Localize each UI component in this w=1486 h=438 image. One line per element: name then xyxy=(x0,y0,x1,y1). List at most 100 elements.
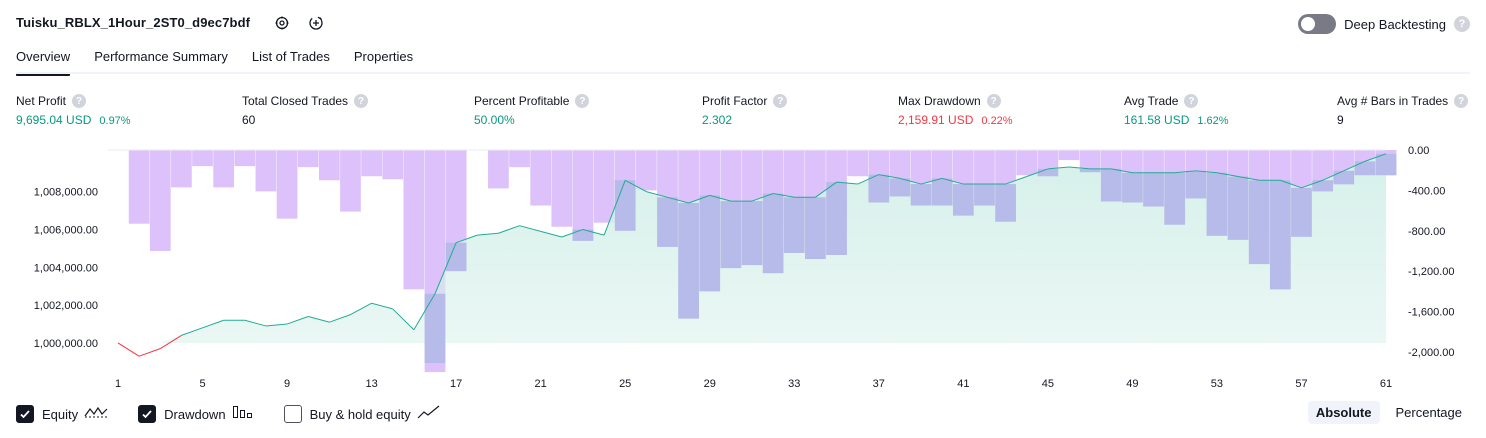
equity-line-segment xyxy=(202,319,224,329)
equity-line-segment xyxy=(477,232,499,236)
help-icon[interactable]: ? xyxy=(72,94,87,108)
equity-checkbox[interactable] xyxy=(16,405,34,423)
left-axis-tick: 1,008,000.00 xyxy=(34,187,98,199)
metric-value: 60 xyxy=(242,113,256,127)
x-axis-tick: 49 xyxy=(1126,378,1138,390)
equity-toggle[interactable]: Equity xyxy=(16,405,108,424)
help-icon[interactable]: ? xyxy=(1454,94,1469,108)
x-axis-tick: 21 xyxy=(535,378,547,390)
drawdown-bar-overlap xyxy=(974,184,995,206)
add-alert-icon[interactable] xyxy=(306,13,326,33)
drawdown-bar[interactable] xyxy=(149,150,171,251)
drawdown-bar[interactable] xyxy=(509,150,530,168)
help-icon[interactable]: ? xyxy=(354,94,369,108)
buy-hold-toggle[interactable]: Buy & hold equity xyxy=(283,405,441,424)
left-axis-tick: 1,000,000.00 xyxy=(34,338,98,350)
drawdown-bar[interactable] xyxy=(297,150,319,168)
drawdown-bar[interactable] xyxy=(530,150,552,206)
drawdown-bar[interactable] xyxy=(128,150,150,224)
tab-properties[interactable]: Properties xyxy=(353,49,414,64)
equity-line-segment xyxy=(815,181,837,198)
help-icon[interactable]: ? xyxy=(575,94,590,108)
metric-value: 9 xyxy=(1337,113,1344,127)
drawdown-bar[interactable] xyxy=(192,150,213,167)
absolute-button[interactable]: Absolute xyxy=(1307,401,1380,424)
drawdown-bar[interactable] xyxy=(635,150,657,191)
left-axis-tick: 1,004,000.00 xyxy=(34,262,98,274)
help-icon[interactable]: ? xyxy=(986,94,1001,108)
x-axis-tick: 1 xyxy=(115,378,121,390)
drawdown-bar[interactable] xyxy=(488,150,509,189)
equity-line-segment xyxy=(646,191,668,198)
right-axis-tick: -2,000.00 xyxy=(1408,347,1454,359)
equity-line-segment xyxy=(308,316,330,323)
drawdown-bar-overlap xyxy=(952,184,974,216)
metric-value: 161.58 USD xyxy=(1124,113,1190,127)
equity-line-segment xyxy=(329,314,351,323)
drawdown-label: Drawdown xyxy=(164,406,226,422)
drawdown-bars-icon xyxy=(232,405,254,424)
drawdown-bar[interactable] xyxy=(213,150,235,188)
help-icon[interactable]: ? xyxy=(1454,16,1470,32)
drawdown-bar[interactable] xyxy=(1016,150,1038,176)
tab-list-of-trades[interactable]: List of Trades xyxy=(251,49,330,64)
equity-line-segment xyxy=(1174,170,1196,174)
metric-label: Total Closed Trades xyxy=(242,94,349,108)
drawdown-toggle[interactable]: Drawdown xyxy=(138,405,253,424)
help-icon[interactable]: ? xyxy=(1184,94,1199,108)
strategy-title: Tuisku_RBLX_1Hour_2ST0_d9ec7bdf xyxy=(16,15,251,30)
equity-drawdown-chart[interactable]: 1,000,000.00 1,002,000.00 1,004,000.00 1,00… xyxy=(0,140,1486,395)
drawdown-checkbox[interactable] xyxy=(138,405,157,423)
help-icon[interactable]: ? xyxy=(773,94,788,108)
tab-performance-summary[interactable]: Performance Summary xyxy=(94,49,228,64)
equity-line-segment xyxy=(920,177,943,185)
drawdown-bar[interactable] xyxy=(572,150,594,241)
drawdown-bar[interactable] xyxy=(382,150,404,180)
drawdown-bar[interactable] xyxy=(1058,150,1080,161)
equity-line-segment xyxy=(1005,176,1027,185)
equity-line-segment xyxy=(350,302,372,316)
drawdown-bar-overlap xyxy=(1164,172,1186,225)
metric-value: 9,695.04 USD xyxy=(16,113,92,127)
x-axis-tick: 37 xyxy=(873,378,885,390)
equity-line-segment xyxy=(688,194,710,204)
equity-line-segment xyxy=(498,225,520,234)
x-axis-tick: 29 xyxy=(704,378,716,390)
equity-line-segment xyxy=(1068,166,1091,170)
drawdown-bar[interactable] xyxy=(361,150,382,177)
equity-line-segment xyxy=(160,334,182,350)
drawdown-bar[interactable] xyxy=(1079,150,1101,173)
metric-percent-profitable: Percent Profitable? 50.00% xyxy=(474,93,590,127)
drawdown-bar[interactable] xyxy=(255,150,277,192)
scale-mode-switch: Absolute Percentage xyxy=(1307,401,1470,424)
left-axis: 1,000,000.00 1,002,000.00 1,004,000.00 1,00… xyxy=(34,187,98,350)
percentage-button[interactable]: Percentage xyxy=(1395,405,1463,420)
buy-hold-label: Buy & hold equity xyxy=(309,406,411,422)
drawdown-bar[interactable] xyxy=(403,150,425,290)
drawdown-bar[interactable] xyxy=(340,150,361,212)
x-axis-tick: 33 xyxy=(788,378,800,390)
x-axis-tick: 17 xyxy=(450,378,462,390)
gear-icon[interactable] xyxy=(272,13,292,33)
drawdown-bar-overlap xyxy=(657,197,678,247)
drawdown-bar-overlap xyxy=(445,242,467,272)
equity-line-segment xyxy=(857,174,880,185)
tab-overview[interactable]: Overview xyxy=(16,46,71,76)
drawdown-bar-overlap xyxy=(1375,153,1397,176)
deep-backtesting-toggle[interactable] xyxy=(1298,14,1337,34)
drawdown-bar[interactable] xyxy=(234,150,256,167)
drawdown-bar[interactable] xyxy=(551,150,573,227)
x-axis: 1 5 9 13 17 21 25 29 33 37 41 45 49 53 57 61 xyxy=(115,378,1392,390)
drawdown-bar[interactable] xyxy=(847,150,869,177)
equity-line-segment xyxy=(519,225,541,232)
drawdown-bar[interactable] xyxy=(593,150,615,223)
left-axis-tick: 1,002,000.00 xyxy=(34,300,98,312)
drawdown-bar[interactable] xyxy=(318,150,340,181)
drawdown-bar[interactable] xyxy=(171,150,192,188)
equity-label: Equity xyxy=(42,406,79,422)
buy-hold-checkbox[interactable] xyxy=(283,405,302,423)
equity-line-segment xyxy=(1322,170,1344,181)
drawdown-bar[interactable] xyxy=(276,150,298,219)
drawdown-bar-overlap xyxy=(1354,161,1376,176)
drawdown-bar-overlap xyxy=(678,202,699,319)
